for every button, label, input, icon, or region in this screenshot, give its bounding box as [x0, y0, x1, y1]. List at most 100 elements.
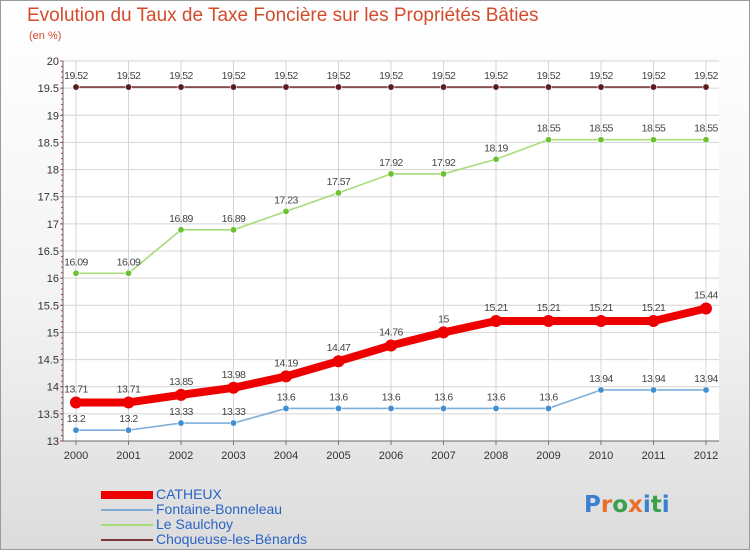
data-label: 19.52	[274, 70, 298, 82]
x-tick-label: 2000	[64, 450, 88, 462]
data-label: 13.98	[222, 369, 246, 381]
x-tick-label: 2008	[484, 450, 508, 462]
data-point	[230, 226, 238, 234]
data-label: 15.21	[484, 302, 508, 314]
legend: CATHEUX Fontaine-Bonneleau Le Saulchoy Choq…	[101, 487, 421, 547]
logo-letter: r	[600, 492, 613, 518]
data-point	[597, 386, 605, 394]
data-point	[702, 83, 710, 91]
data-point	[544, 404, 552, 412]
y-tick-label: 15	[47, 327, 59, 339]
data-point	[492, 155, 500, 163]
data-label: 13.6	[539, 391, 558, 403]
data-point	[647, 315, 660, 328]
data-label: 13.6	[329, 391, 348, 403]
legend-item: Le Saulchoy	[101, 517, 421, 532]
data-point	[595, 315, 607, 328]
data-label: 16.89	[222, 213, 246, 225]
data-label: 13.94	[642, 373, 666, 385]
legend-swatch	[101, 491, 153, 499]
data-label: 15.44	[694, 290, 718, 302]
data-label: 13.94	[694, 373, 718, 385]
data-point	[72, 269, 80, 277]
data-label: 13.94	[589, 373, 613, 385]
x-tick-label: 2002	[169, 450, 193, 462]
x-tick-label: 2007	[431, 450, 455, 462]
y-tick-label: 16.5	[38, 246, 59, 258]
data-label: 16.09	[117, 256, 141, 268]
y-tick-label: 20	[47, 56, 59, 68]
logo-letter: o	[612, 492, 629, 518]
legend-swatch	[101, 539, 153, 541]
x-tick-label: 2012	[694, 450, 718, 462]
data-label: 15.21	[589, 302, 613, 314]
data-label: 19.52	[537, 70, 561, 82]
data-point	[700, 302, 712, 315]
data-label: 19.52	[379, 70, 403, 82]
data-label: 13.2	[67, 413, 86, 425]
y-tick-label: 13	[47, 436, 59, 448]
y-tick-label: 14.5	[38, 355, 59, 367]
data-point	[332, 355, 345, 368]
data-point	[542, 315, 555, 328]
data-label: 19.52	[432, 70, 456, 82]
proxiti-logo: Proxiti	[584, 492, 670, 518]
data-point	[702, 386, 710, 394]
legend-label: Choqueuse-les-Bénards	[156, 531, 307, 547]
data-label: 14.19	[274, 357, 298, 369]
data-point	[649, 83, 657, 91]
y-tick-label: 17	[47, 219, 59, 231]
data-point	[387, 170, 395, 178]
legend-label: CATHEUX	[156, 486, 222, 502]
legend-item: Choqueuse-les-Bénards	[101, 532, 421, 547]
unit-label: (en %)	[29, 30, 62, 42]
data-label: 13.71	[64, 383, 88, 395]
data-label: 18.55	[642, 123, 666, 135]
data-label: 17.23	[274, 194, 298, 206]
data-label: 13.6	[487, 391, 506, 403]
y-tick-label: 18.5	[38, 137, 59, 149]
data-label: 19.52	[64, 70, 88, 82]
data-label: 13.6	[277, 391, 296, 403]
data-point	[334, 404, 342, 412]
y-tick-label: 17.5	[38, 192, 59, 204]
data-point	[227, 381, 240, 394]
x-tick-label: 2003	[221, 450, 245, 462]
x-tick-label: 2006	[379, 450, 403, 462]
legend-label: Le Saulchoy	[156, 516, 234, 532]
logo-letter: i	[661, 492, 670, 518]
x-tick-label: 2009	[536, 450, 560, 462]
data-label: 16.09	[64, 256, 88, 268]
legend-swatch	[101, 509, 153, 511]
x-tick-label: 2011	[642, 450, 666, 462]
data-point	[72, 83, 80, 91]
data-point	[492, 83, 500, 91]
y-tick-label: 14	[47, 382, 59, 394]
data-point	[439, 83, 447, 91]
data-label: 19.52	[327, 70, 351, 82]
data-label: 18.55	[537, 123, 561, 135]
data-point	[492, 404, 500, 412]
data-point	[439, 170, 447, 178]
data-label: 14.47	[327, 342, 351, 354]
data-point	[280, 370, 292, 383]
chart-title: Evolution du Taux de Taxe Foncière sur l…	[27, 5, 539, 26]
data-label: 14.76	[379, 326, 403, 338]
data-point	[439, 404, 447, 412]
data-label: 13.85	[169, 376, 193, 388]
logo-letter: t	[650, 492, 662, 518]
data-label: 13.2	[119, 413, 138, 425]
data-label: 17.57	[327, 176, 351, 188]
data-point	[334, 189, 342, 197]
data-point	[177, 83, 185, 91]
data-point	[282, 404, 290, 412]
data-label: 18.19	[484, 142, 508, 154]
x-tick-label: 2001	[116, 450, 140, 462]
data-point	[385, 339, 397, 352]
data-point	[387, 83, 395, 91]
data-point	[387, 404, 395, 412]
data-label: 18.55	[589, 123, 613, 135]
data-label: 17.92	[379, 157, 403, 169]
data-label: 18.55	[694, 123, 718, 135]
